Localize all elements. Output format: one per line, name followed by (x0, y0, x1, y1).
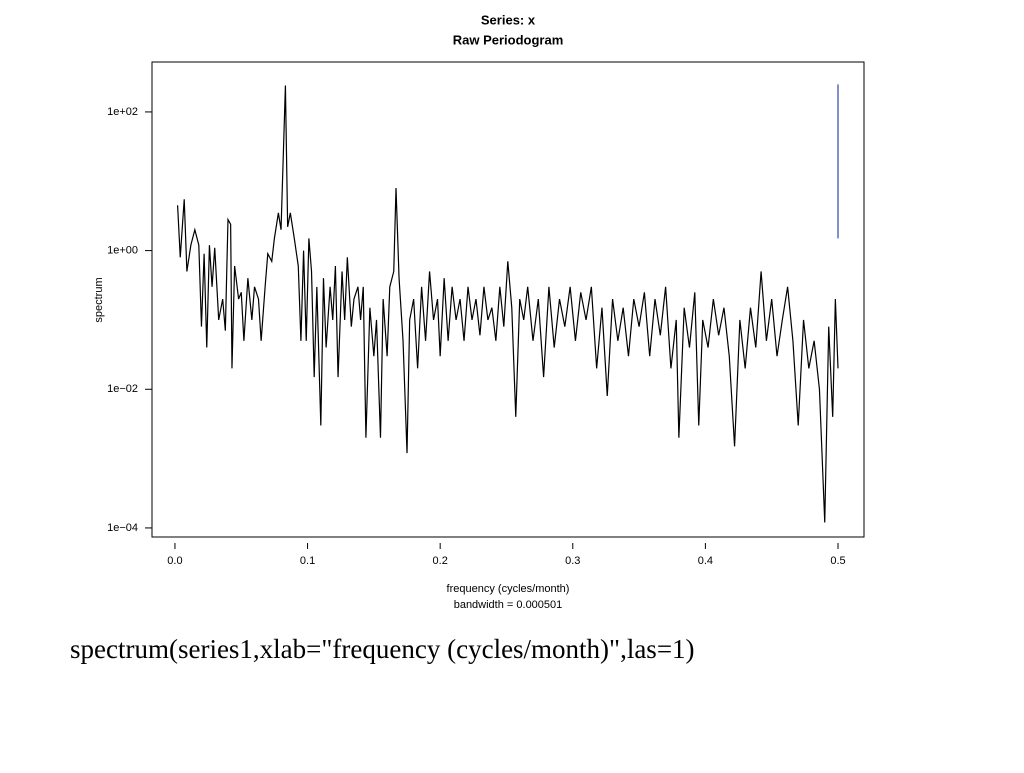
y-axis-label: spectrum (93, 277, 105, 322)
x-tick-label: 0.0 (167, 555, 182, 567)
x-tick-label: 0.5 (830, 555, 845, 567)
x-tick-label: 0.2 (433, 555, 448, 567)
x-axis-label: frequency (cycles/month) (447, 583, 570, 595)
x-tick-label: 0.4 (698, 555, 713, 567)
annotation: bandwidth = 0.000501 (454, 599, 563, 611)
y-tick-label: 1e−02 (107, 383, 138, 395)
y-tick-label: 1e−04 (107, 522, 138, 534)
x-tick-label: 0.1 (300, 555, 315, 567)
y-tick-label: 1e+02 (107, 106, 138, 118)
y-tick-label: 1e+00 (107, 245, 138, 257)
x-tick-label: 0.3 (565, 555, 580, 567)
caption: spectrum(series1,xlab="frequency (cycles… (70, 634, 695, 664)
chart-title: Series: x (481, 12, 536, 27)
plot-frame (151, 61, 865, 538)
spectrum-line (176, 85, 839, 523)
chart-subtitle: Raw Periodogram (453, 32, 564, 47)
